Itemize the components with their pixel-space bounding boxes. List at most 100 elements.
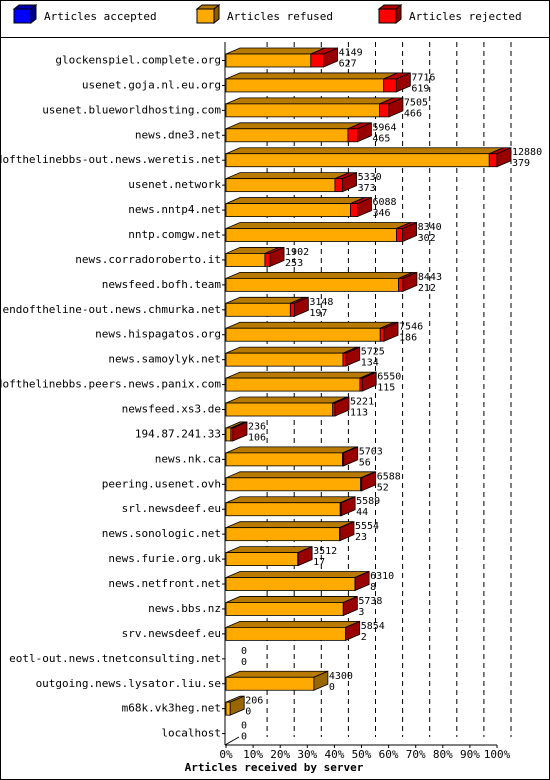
bar-segment-top [225, 620, 360, 628]
bar-end-side [354, 570, 370, 592]
server-label: peering.usenet.ovh [102, 477, 221, 490]
value-label-refused: 3512 [313, 546, 337, 557]
value-label-refused: 5589 [356, 496, 380, 507]
bar-row: eotl-out.news.tnetconsulting.net 00 [9, 646, 247, 668]
bar-segment [225, 452, 343, 467]
bar-segment-top [225, 346, 358, 354]
value-label-rejected: 619 [411, 83, 429, 94]
bar-end-side [334, 396, 350, 417]
bar-end-side [293, 296, 309, 317]
bar-segment-top [225, 496, 355, 504]
bar-segment-top [225, 147, 504, 155]
value-label-refused: 5738 [358, 596, 382, 607]
bar-segment-top [225, 271, 413, 279]
server-label: newsfeed.xs3.de [122, 403, 221, 416]
server-label: news.nntp4.net [128, 203, 221, 216]
legend-label-3: Articles rejected [409, 10, 522, 23]
bar-segment [225, 427, 232, 442]
value-label-refused: 8340 [418, 222, 442, 233]
value-label-refused: 5554 [355, 521, 379, 532]
bar-segment [310, 53, 325, 68]
value-label-refused: 3148 [309, 297, 333, 308]
value-label-refused: 4149 [339, 48, 363, 59]
bar-end-side [402, 271, 418, 292]
server-label: usenet.goja.nl.eu.org [82, 78, 221, 91]
server-label: srv.newsdeef.eu [122, 627, 221, 640]
value-label-rejected: 113 [350, 408, 368, 419]
bar-end-side [395, 72, 411, 93]
value-label-rejected: 52 [377, 482, 389, 493]
bar-segment-top [225, 122, 363, 130]
bar-segment-top [225, 521, 354, 529]
bar-segment-top [225, 222, 411, 229]
bar-segment [225, 377, 361, 392]
bar-segment-top [225, 321, 395, 329]
value-label-refused: 4300 [329, 671, 353, 682]
value-label-rejected: 373 [358, 183, 376, 194]
server-label: news.hispagatos.org [95, 328, 221, 341]
bar-segment-top [225, 446, 357, 454]
server-label: news.corradoroberto.it [75, 253, 221, 266]
value-label-rejected: 466 [404, 108, 422, 119]
value-label-refused: 12880 [512, 147, 542, 158]
value-label-refused: 6088 [373, 197, 397, 208]
x-tick-label: 60% [379, 748, 399, 761]
value-label-rejected: 2 [361, 632, 367, 643]
bar-row: endofthelinebbs-out.news.weretis.net 1288… [0, 147, 542, 169]
server-label: news.dne3.net [135, 128, 221, 141]
bar-segment [350, 203, 358, 217]
bar-segment [383, 78, 397, 93]
bar-end-side [232, 421, 248, 442]
value-label-refused: 7505 [404, 97, 428, 108]
bar-segment [347, 128, 358, 143]
value-label-rejected: 379 [512, 158, 530, 169]
server-label: endofthelinebbs-out.news.weretis.net [0, 153, 221, 166]
bar-segment [396, 228, 404, 242]
server-label: news.furie.org.uk [108, 552, 221, 565]
bar-segment [225, 277, 399, 292]
bar-row: localhost 00 [161, 721, 247, 743]
bar-segment [398, 277, 404, 292]
bar-end-side [313, 670, 329, 691]
bar-segment [225, 103, 380, 118]
value-label-refused: 5703 [359, 446, 383, 457]
value-label-rejected: 115 [377, 383, 395, 394]
bar-segment [225, 477, 362, 492]
value-label-refused: 5221 [350, 397, 374, 408]
value-label-refused: 6588 [377, 471, 401, 482]
bar-end-side [340, 496, 356, 517]
bar-segment [225, 502, 341, 517]
bar-end-side [361, 471, 377, 492]
value-label-refused: 5330 [358, 172, 382, 183]
axis-depth-edge [224, 736, 240, 746]
axes: 0% 10% 20% 30% 40% 50% 60% 70% 80% 90% 100% [219, 42, 511, 761]
server-label: srl.newsdeef.eu [122, 502, 221, 515]
bar-row: endofthelinebbs.peers.news.panix.com 6550… [0, 371, 401, 394]
legend-swatch-3 [378, 8, 397, 24]
value-label-refused: 6550 [377, 372, 401, 383]
value-label-rejected: 212 [418, 283, 436, 294]
value-label-refused: 1902 [285, 247, 309, 258]
value-label-rejected: 8 [370, 582, 376, 593]
bar-segment-top [225, 172, 350, 180]
bar-segment [225, 153, 490, 168]
bar-end-side [297, 545, 313, 567]
x-tick-label: 30% [297, 748, 317, 761]
server-label: localhost [161, 727, 221, 740]
value-label-rejected: 465 [372, 133, 390, 144]
